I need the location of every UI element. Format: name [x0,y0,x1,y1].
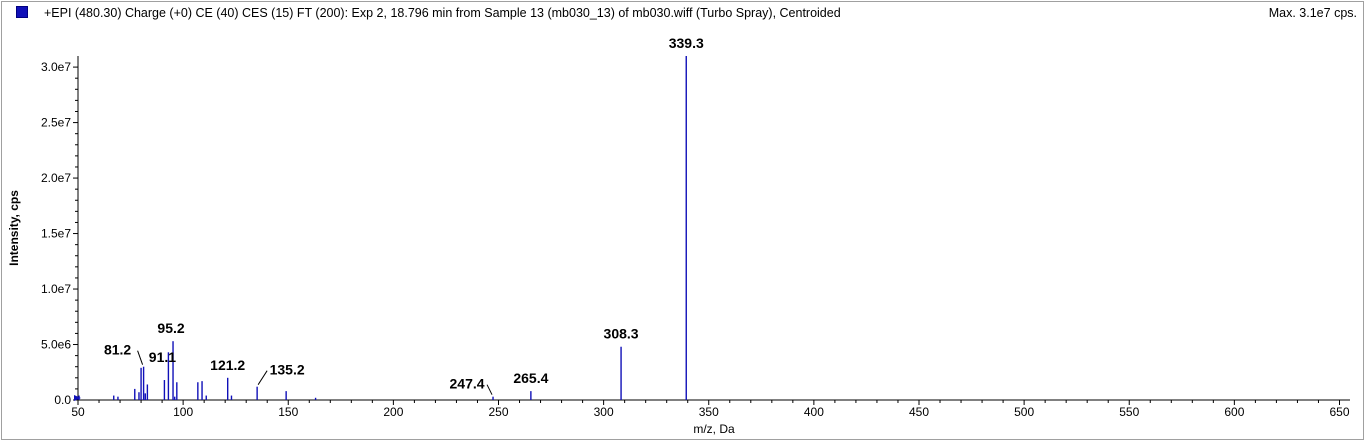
x-tick-label: 50 [71,405,85,419]
y-tick-label: 1.0e7 [41,282,71,296]
x-tick-label: 400 [804,405,824,419]
axis-marker [74,395,81,401]
y-tick-label: 3.0e7 [41,60,71,74]
peak-label: 81.2 [104,342,131,358]
x-tick-label: 350 [699,405,719,419]
peak-label: 91.1 [149,349,176,365]
x-tick-label: 200 [383,405,403,419]
max-intensity-label: Max. 3.1e7 cps. [1268,6,1357,20]
x-tick-label: 150 [278,405,298,419]
y-tick-label: 0.0 [54,393,71,407]
peak-labels: 339.3 308.3 95.2 81.2 91.1 121.2 135.2 247.4 265… [104,35,704,395]
x-tick-label: 600 [1224,405,1244,419]
x-axis-label: m/z, Da [693,422,735,436]
peak-label: 135.2 [270,362,305,378]
x-tick-label: 100 [173,405,193,419]
peaks [78,56,687,400]
peak-label: 95.2 [157,320,184,336]
y-axis-label: Intensity, cps [7,190,21,266]
peak-label-leader [486,384,493,395]
x-tick-label: 550 [1119,405,1139,419]
y-tick-label: 1.5e7 [41,227,71,241]
peak-label-leader [257,370,268,385]
chart-header: +EPI (480.30) Charge (+0) CE (40) CES (1… [0,0,1363,26]
x-tick-label: 250 [488,405,508,419]
peak-label-leader [137,350,144,365]
peak-label: 265.4 [513,370,548,386]
x-tick-label: 450 [909,405,929,419]
y-tick-label: 5.0e6 [41,338,71,352]
peak-label: 247.4 [450,376,485,392]
y-tick-label: 2.5e7 [41,116,71,130]
peak-label: 308.3 [604,326,639,342]
peak-label: 339.3 [669,35,704,51]
x-tick-label: 500 [1014,405,1034,419]
peak-label: 121.2 [210,357,245,373]
series-legend-swatch[interactable] [16,6,28,18]
y-tick-label: 2.0e7 [41,171,71,185]
x-tick-label: 300 [594,405,614,419]
x-tick-label: 650 [1329,405,1349,419]
axes: 50 100 150 200 250 300 350 400 450 500 550 600 650 0.… [41,56,1350,419]
spectrum-title: +EPI (480.30) Charge (+0) CE (40) CES (1… [44,6,841,20]
